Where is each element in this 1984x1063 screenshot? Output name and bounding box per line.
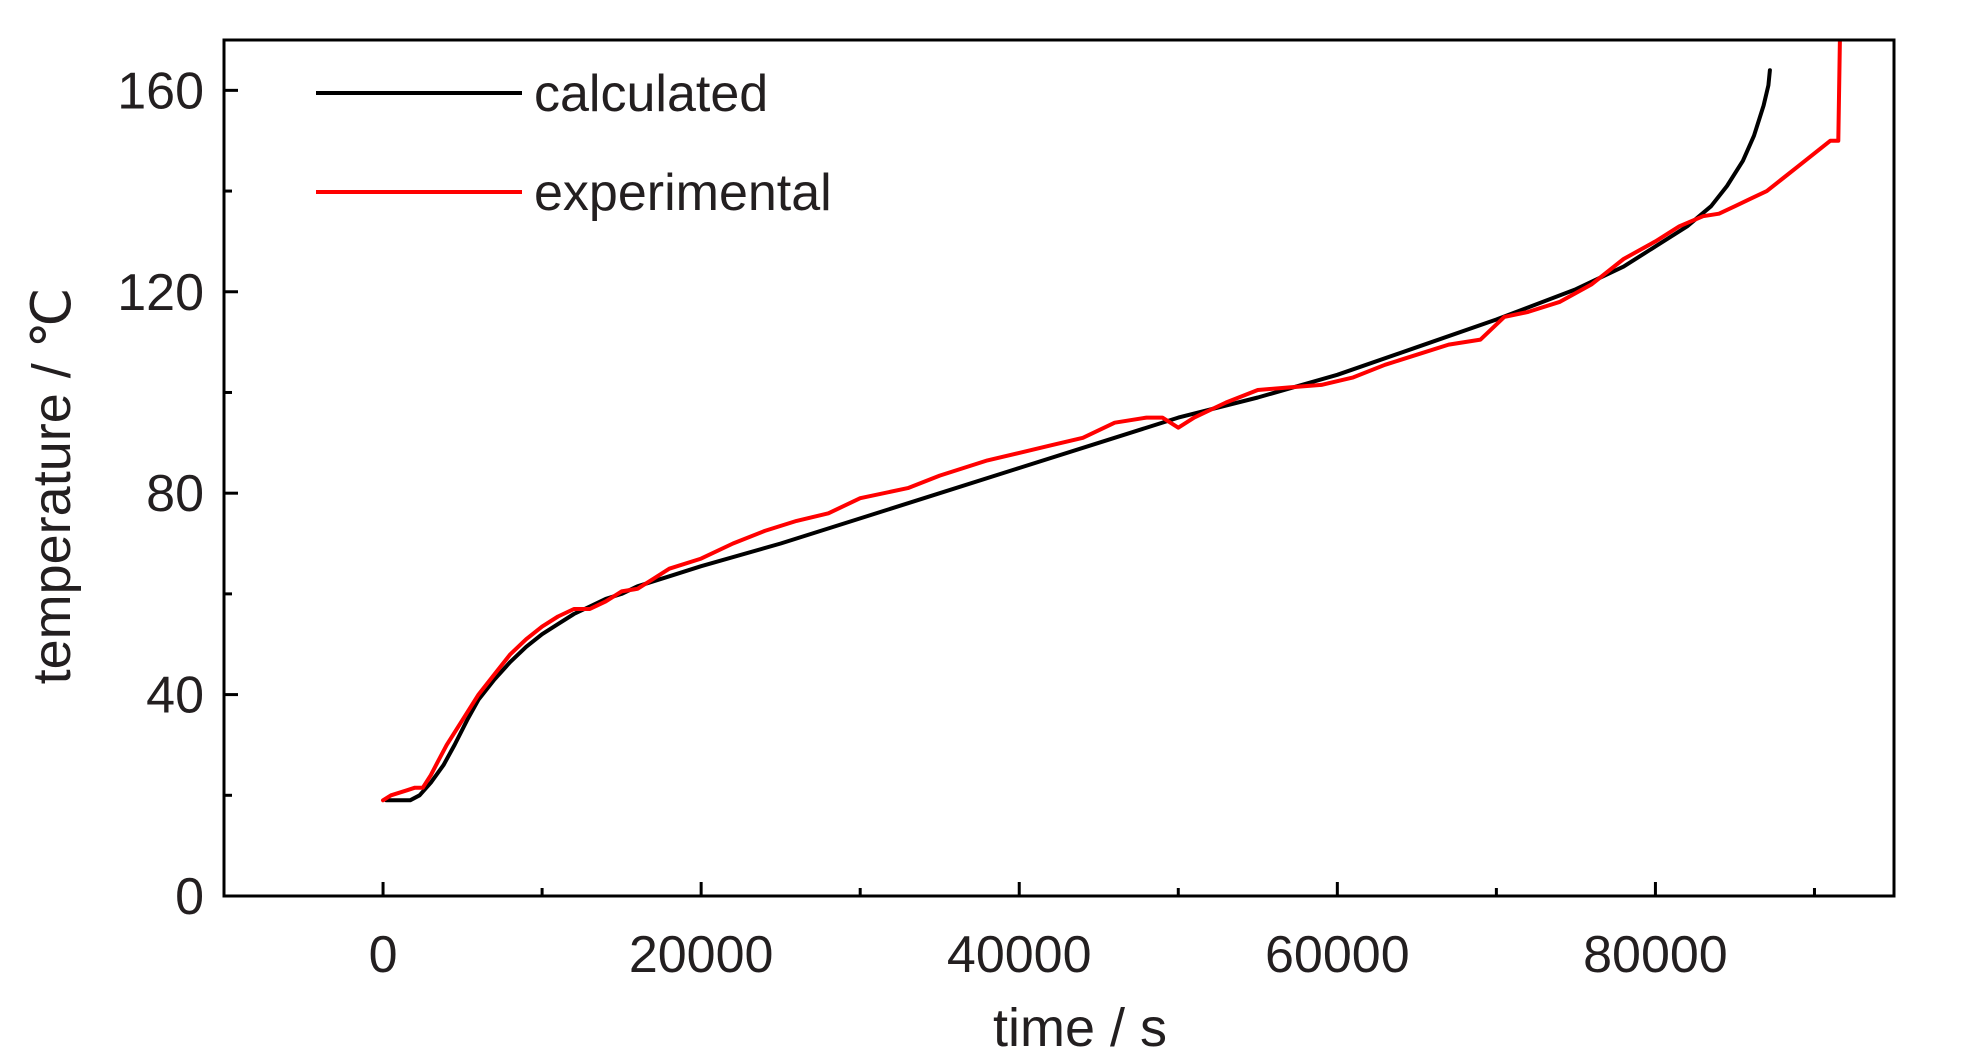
legend-label-calculated: calculated	[534, 65, 768, 123]
x-tick-label: 40000	[947, 926, 1092, 984]
y-tick-label: 160	[117, 62, 204, 120]
plot-frame	[222, 38, 1896, 898]
x-tick-label: 80000	[1583, 926, 1728, 984]
y-tick-label: 120	[117, 264, 204, 322]
x-tick-label: 60000	[1265, 926, 1410, 984]
x-tick-label: 20000	[629, 926, 774, 984]
y-tick-label: 40	[146, 667, 204, 725]
y-tick-label: 80	[146, 465, 204, 523]
legend: calculated experimental	[316, 65, 832, 222]
legend-label-experimental: experimental	[534, 164, 832, 222]
x-tick-label: 0	[369, 926, 398, 984]
series-layer	[381, 40, 1842, 803]
tick-layer: 0 20000 40000 60000 80000 0 40 80 120 160	[117, 62, 1816, 984]
y-tick-label: 0	[175, 868, 204, 926]
x-axis-label: time / s	[993, 998, 1167, 1058]
series-line-experimental	[381, 40, 1842, 803]
y-axis-label: temperature / ℃	[22, 288, 82, 685]
